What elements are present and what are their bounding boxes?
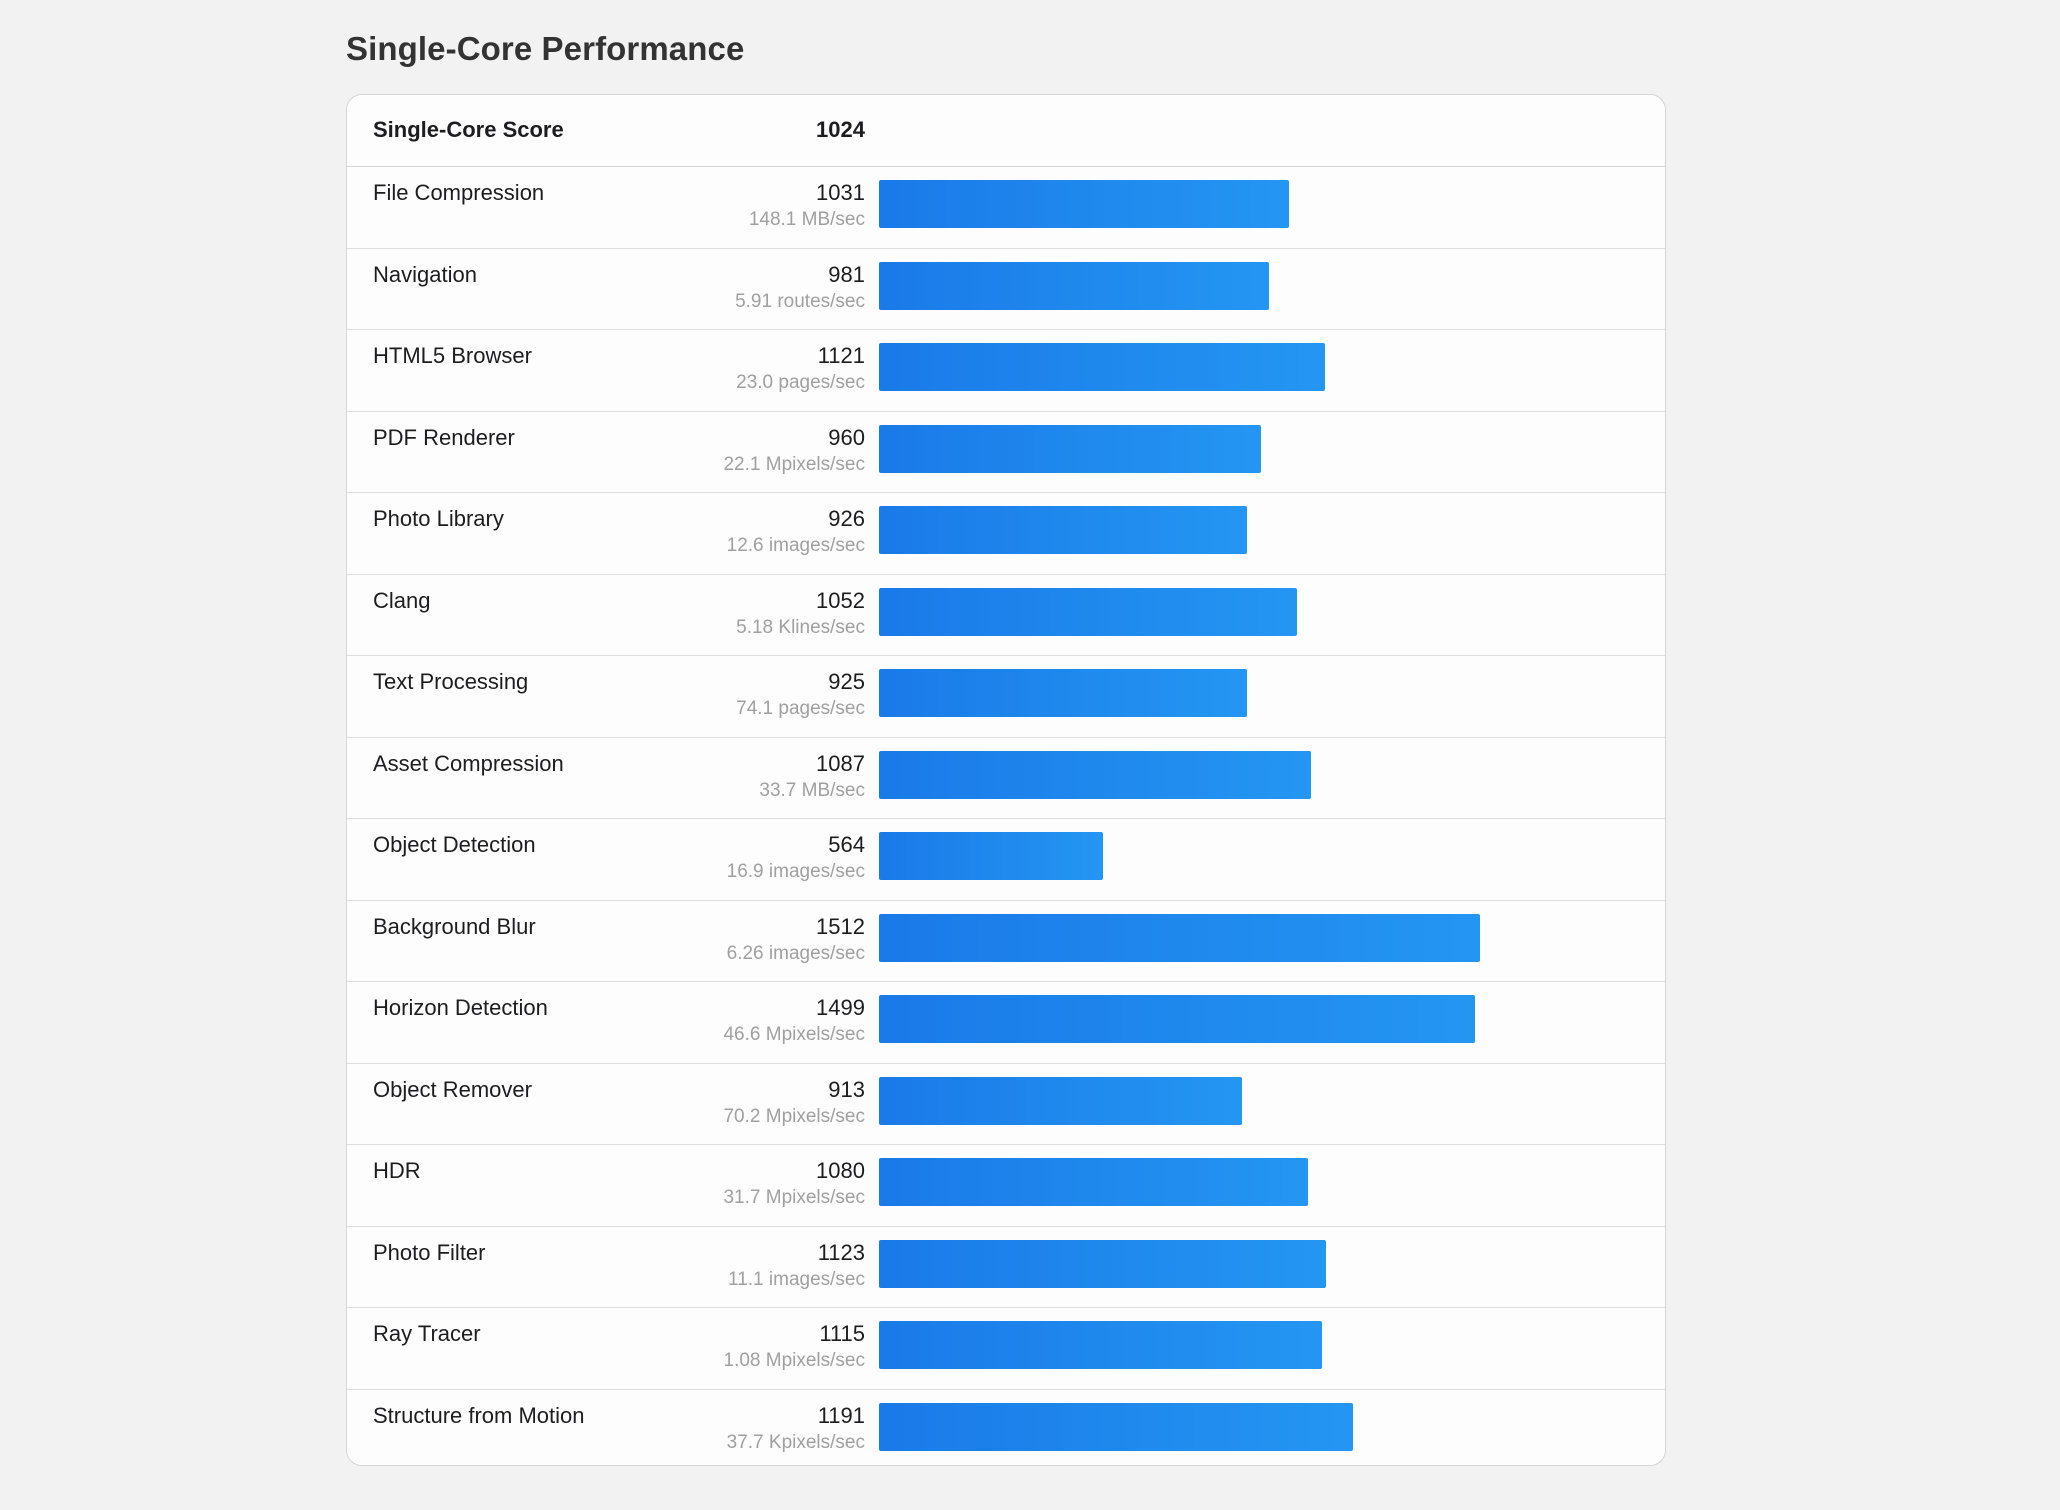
score-bar: [879, 261, 1269, 310]
benchmark-rate: 70.2 Mpixels/sec: [723, 1105, 865, 1127]
benchmark-name: Clang: [373, 587, 431, 613]
benchmark-score: 1080: [816, 1158, 865, 1183]
benchmark-score: 1123: [817, 1239, 865, 1265]
benchmark-score: 926: [828, 506, 865, 531]
table-row: Navigation 981 5.91 routes/sec: [347, 249, 1665, 330]
benchmark-name: HDR: [373, 1158, 421, 1183]
summary-row: Single-Core Score 1024: [347, 95, 1665, 167]
score-bar: [879, 1076, 1242, 1125]
benchmark-rate: 22.1 Mpixels/sec: [723, 453, 865, 475]
benchmark-name: Photo Library: [373, 506, 504, 531]
benchmark-score: 1499: [816, 995, 865, 1020]
benchmark-rate: 37.7 Kpixels/sec: [726, 1431, 865, 1453]
score-bar: [879, 1402, 1353, 1451]
benchmark-score: 1052: [816, 587, 865, 613]
benchmark-name: Horizon Detection: [373, 995, 548, 1020]
benchmark-name: Photo Filter: [373, 1239, 486, 1265]
benchmark-score: 925: [828, 669, 865, 694]
benchmark-rate: 23.0 pages/sec: [736, 372, 865, 393]
benchmark-score: 1191: [817, 1402, 865, 1428]
score-bar: [879, 587, 1297, 636]
benchmark-score: 564: [828, 832, 865, 857]
benchmark-name: Text Processing: [373, 669, 529, 694]
score-bar: [879, 1321, 1322, 1369]
benchmark-score: 1087: [816, 750, 865, 776]
table-row: Structure from Motion 1191 37.7 Kpixels/se…: [347, 1390, 1665, 1466]
score-bar: [879, 669, 1247, 717]
benchmark-name: Navigation: [373, 261, 477, 287]
table-row: Object Detection 564 16.9 images/sec: [347, 819, 1665, 901]
benchmark-name: Asset Compression: [373, 750, 564, 776]
score-bar: [879, 424, 1261, 473]
benchmark-score: 960: [828, 424, 865, 450]
benchmark-score: 913: [828, 1076, 865, 1102]
results-table: Single-Core Score 1024 File Compression 1…: [346, 94, 1666, 1466]
score-bar: [879, 343, 1325, 391]
benchmark-name: File Compression: [373, 180, 545, 205]
benchmark-rate: 74.1 pages/sec: [736, 698, 865, 719]
table-row: HTML5 Browser 1121 23.0 pages/sec: [347, 330, 1665, 412]
benchmark-name: Background Blur: [373, 913, 536, 939]
score-bar: [879, 1158, 1308, 1206]
score-bar: [879, 995, 1475, 1043]
section-title: Single-Core Performance: [346, 30, 745, 67]
benchmark-rate: 148.1 MB/sec: [748, 209, 865, 230]
table-row: Ray Tracer 1115 1.08 Mpixels/sec: [347, 1308, 1665, 1390]
benchmark-score: 1031: [816, 180, 865, 205]
benchmark-name: Structure from Motion: [373, 1402, 585, 1428]
summary-label: Single-Core Score: [373, 117, 564, 142]
score-bar: [879, 180, 1289, 228]
table-row: Horizon Detection 1499 46.6 Mpixels/sec: [347, 982, 1665, 1064]
table-row: PDF Renderer 960 22.1 Mpixels/sec: [347, 412, 1665, 493]
score-bar: [879, 750, 1311, 799]
score-bar: [879, 832, 1103, 880]
benchmark-rate: 31.7 Mpixels/sec: [723, 1187, 865, 1208]
summary-score: 1024: [816, 117, 865, 142]
table-row: Asset Compression 1087 33.7 MB/sec: [347, 738, 1665, 819]
benchmark-rate: 6.26 images/sec: [726, 942, 865, 964]
benchmark-rate: 5.91 routes/sec: [735, 290, 865, 312]
benchmark-rate: 16.9 images/sec: [726, 861, 865, 882]
score-bar: [879, 506, 1247, 554]
score-bar: [879, 913, 1480, 962]
benchmark-name: HTML5 Browser: [373, 343, 532, 368]
benchmark-score: 981: [828, 261, 865, 287]
table-row: Clang 1052 5.18 Klines/sec: [347, 575, 1665, 656]
score-bar: [879, 1239, 1326, 1288]
benchmark-name: Ray Tracer: [373, 1321, 481, 1346]
benchmark-name: Object Remover: [373, 1076, 532, 1102]
table-row: HDR 1080 31.7 Mpixels/sec: [347, 1145, 1665, 1227]
table-row: Photo Library 926 12.6 images/sec: [347, 493, 1665, 575]
table-row: File Compression 1031 148.1 MB/sec: [347, 167, 1665, 249]
table-row: Object Remover 913 70.2 Mpixels/sec: [347, 1064, 1665, 1145]
benchmark-rate: 33.7 MB/sec: [759, 779, 865, 801]
benchmark-rate: 5.18 Klines/sec: [736, 616, 865, 638]
table-row: Photo Filter 1123 11.1 images/sec: [347, 1227, 1665, 1308]
table-row: Background Blur 1512 6.26 images/sec: [347, 901, 1665, 982]
table-row: Text Processing 925 74.1 pages/sec: [347, 656, 1665, 738]
benchmark-score: 1512: [816, 913, 865, 939]
benchmark-name: PDF Renderer: [373, 424, 515, 450]
benchmark-list: File Compression 1031 148.1 MB/sec Navigati…: [347, 167, 1665, 1466]
benchmark-rate: 12.6 images/sec: [726, 535, 865, 556]
benchmark-rate: 11.1 images/sec: [728, 1268, 865, 1290]
benchmark-score: 1121: [817, 343, 865, 368]
benchmark-rate: 1.08 Mpixels/sec: [723, 1350, 865, 1371]
benchmark-name: Object Detection: [373, 832, 536, 857]
benchmark-score: 1115: [819, 1321, 865, 1346]
benchmark-rate: 46.6 Mpixels/sec: [723, 1024, 865, 1045]
